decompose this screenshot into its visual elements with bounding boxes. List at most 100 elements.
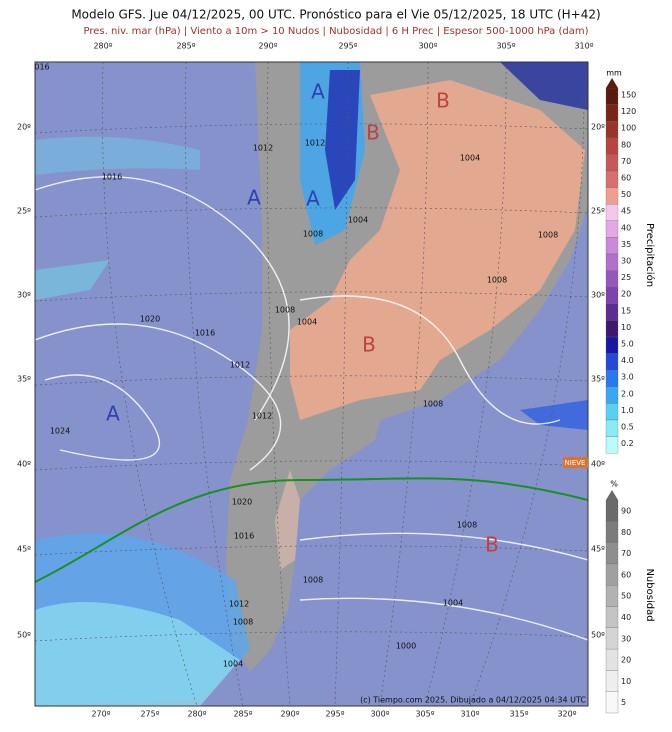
precip-swatch <box>605 287 619 304</box>
precip-label: 40 <box>621 223 631 232</box>
lat-label: 35º <box>17 375 31 384</box>
lon-label: 300º <box>370 710 389 719</box>
cloud-label: 60 <box>621 570 631 579</box>
precip-label: 150 <box>621 91 636 100</box>
precip-label: 45 <box>621 207 631 216</box>
precip-area <box>35 136 200 175</box>
subtitle: Pres. niv. mar (hPa) | Viento a 10m > 10… <box>84 26 589 37</box>
warm-area <box>290 80 585 420</box>
lat-label: 45º <box>591 545 605 554</box>
precip-label: 25 <box>621 273 631 282</box>
cloud-label: 40 <box>621 613 631 622</box>
precip-label: 5.0 <box>621 340 634 349</box>
precip-area <box>500 62 588 110</box>
lon-label: 280º <box>187 710 206 719</box>
parallel <box>35 291 588 302</box>
parallel <box>35 631 588 642</box>
isobars <box>35 176 588 641</box>
credit: (c) Tiempo.com 2025. Dibujado a 04/12/20… <box>360 696 586 705</box>
lon-label: 295º <box>325 710 344 719</box>
isobar-label: 1004 <box>443 599 463 608</box>
isobar-label: 1016 <box>195 329 215 338</box>
precip-label: 100 <box>621 124 636 133</box>
lat-label: 30º <box>17 291 31 300</box>
pressure-center: A <box>106 402 120 426</box>
map-frame <box>34 61 589 707</box>
cloud-arrow <box>606 490 618 500</box>
isobar-label: 1004 <box>297 318 317 327</box>
isobar-label: 1012 <box>229 600 249 609</box>
cloud-label: 30 <box>621 634 631 643</box>
meridian <box>379 62 429 706</box>
isobar-label: 1012 <box>305 139 325 148</box>
precip-swatch <box>605 253 619 271</box>
cloud-swatch <box>605 691 619 714</box>
precip-label: 70 <box>621 157 631 166</box>
lon-label: 310º <box>460 710 479 719</box>
parallel <box>35 123 588 134</box>
lon-label: 280º <box>93 42 112 51</box>
precip-label: 3.0 <box>621 373 634 382</box>
precip-area <box>35 260 110 300</box>
lat-label: 40º <box>17 460 31 469</box>
lon-label: 295º <box>338 42 357 51</box>
lon-label: 290º <box>280 710 299 719</box>
precip-swatch <box>605 419 619 437</box>
precip-label: 30 <box>621 257 631 266</box>
precip-swatch <box>605 187 619 205</box>
isobar-label: 1008 <box>303 576 323 585</box>
precip-label: 20 <box>621 290 631 299</box>
precip-swatch <box>605 270 619 288</box>
lon-label: 305º <box>415 710 434 719</box>
precip-swatch <box>605 436 619 454</box>
meridian <box>102 62 198 706</box>
isobar-label: 1008 <box>538 231 558 240</box>
parallel <box>35 545 588 556</box>
isobar-label: 016 <box>34 63 49 72</box>
precip-swatch <box>605 220 619 238</box>
cloud-label: 80 <box>621 528 631 537</box>
precip-label: 1.0 <box>621 406 634 415</box>
lat-label: 40º <box>591 460 605 469</box>
cloud-swatch <box>605 648 619 671</box>
lat-label: 35º <box>591 375 605 384</box>
precip-swatch <box>605 303 619 321</box>
map <box>35 62 588 706</box>
cloud-swatch <box>605 499 619 522</box>
lon-label: 320º <box>557 710 576 719</box>
precip-swatch <box>605 121 619 138</box>
cloud-swatch <box>605 606 619 628</box>
cloud-swatch <box>605 542 619 565</box>
cloud-unit: % <box>610 480 618 489</box>
precip-label: 2.0 <box>621 389 634 398</box>
lon-label: 305º <box>496 42 515 51</box>
precip-unit: mm <box>606 69 622 78</box>
lon-label: 290º <box>258 42 277 51</box>
cloud-swatch <box>605 521 619 543</box>
pressure-center: A <box>311 80 325 104</box>
isobar-label: 1016 <box>102 173 122 182</box>
parallel <box>35 460 588 471</box>
lon-label: 285º <box>233 710 252 719</box>
isobar-label: 1012 <box>230 361 250 370</box>
lon-label: 270º <box>91 710 110 719</box>
meridian <box>424 62 507 706</box>
pressure-center: B <box>436 89 450 113</box>
pressure-center: A <box>306 187 320 211</box>
isobar-label: 1008 <box>233 618 253 627</box>
snow-line <box>35 477 588 583</box>
pressure-center: B <box>485 533 499 557</box>
precip-swatch <box>605 386 619 404</box>
lon-label: 315º <box>509 710 528 719</box>
isobar-label: 1008 <box>457 521 477 530</box>
lat-label: 25º <box>591 207 605 216</box>
isobar-label: 1020 <box>232 498 252 507</box>
meridian <box>185 62 244 706</box>
cloud-label: 70 <box>621 549 631 558</box>
cloud-label: 5 <box>621 698 626 707</box>
precip-swatch <box>605 403 619 421</box>
isobar-label: 1008 <box>423 400 443 409</box>
pressure-center: B <box>362 333 376 357</box>
precip-swatch <box>605 170 619 188</box>
precip-title: Precipitación <box>644 223 656 287</box>
